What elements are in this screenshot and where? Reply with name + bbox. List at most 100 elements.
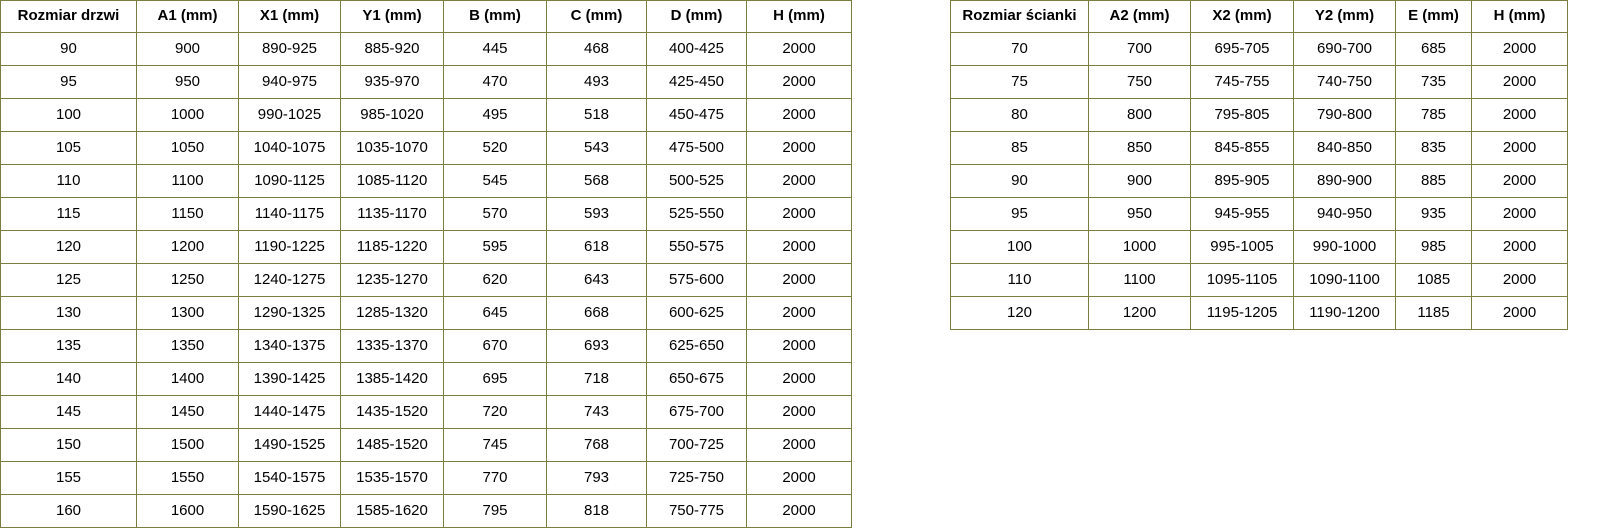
table-cell: 1290-1325 bbox=[238, 296, 341, 330]
table-cell: 2000 bbox=[746, 164, 852, 198]
table-row: 100 1000 995-1005 990-1000 985 2000 bbox=[950, 230, 1568, 264]
table-cell: 735 bbox=[1395, 65, 1472, 99]
table-cell: 2000 bbox=[1471, 164, 1568, 198]
table-cell: 985 bbox=[1395, 230, 1472, 264]
table-cell: 1350 bbox=[136, 329, 239, 363]
table-row: 125 1250 1240-1275 1235-1270 620 643 575-600 20… bbox=[0, 263, 852, 297]
table-cell: 645 bbox=[443, 296, 547, 330]
table-cell: 990-1000 bbox=[1293, 230, 1396, 264]
table-cell: 895-905 bbox=[1190, 164, 1294, 198]
table-cell: 2000 bbox=[746, 131, 852, 165]
table-cell: 2000 bbox=[1471, 65, 1568, 99]
column-header-1: A2 (mm) bbox=[1088, 0, 1191, 33]
column-header-0: Rozmiar drzwi bbox=[0, 0, 137, 33]
table-cell: 695-705 bbox=[1190, 32, 1294, 66]
table-cell: 493 bbox=[546, 65, 647, 99]
table-row: 75 750 745-755 740-750 735 2000 bbox=[950, 65, 1568, 99]
table-cell: 1085 bbox=[1395, 263, 1472, 297]
table-row: 90 900 890-925 885-920 445 468 400-425 2000 bbox=[0, 32, 852, 66]
table-cell: 543 bbox=[546, 131, 647, 165]
table-cell: 400-425 bbox=[646, 32, 747, 66]
table-cell: 675-700 bbox=[646, 395, 747, 429]
row-size-cell: 115 bbox=[0, 197, 137, 231]
table-cell: 2000 bbox=[746, 98, 852, 132]
table-cell: 1500 bbox=[136, 428, 239, 462]
table-cell: 1250 bbox=[136, 263, 239, 297]
table-cell: 1540-1575 bbox=[238, 461, 341, 495]
column-header-2: X1 (mm) bbox=[238, 0, 341, 33]
table-cell: 670 bbox=[443, 329, 547, 363]
table-cell: 1150 bbox=[136, 197, 239, 231]
table-cell: 850 bbox=[1088, 131, 1191, 165]
door-table-header: Rozmiar drzwi A1 (mm) X1 (mm) Y1 (mm) B (mm)… bbox=[0, 0, 852, 33]
table-cell: 1000 bbox=[136, 98, 239, 132]
table-row: 90 900 895-905 890-900 885 2000 bbox=[950, 164, 1568, 198]
row-size-cell: 160 bbox=[0, 494, 137, 528]
table-cell: 2000 bbox=[746, 329, 852, 363]
table-cell: 2000 bbox=[1471, 32, 1568, 66]
table-cell: 935-970 bbox=[340, 65, 444, 99]
table-cell: 495 bbox=[443, 98, 547, 132]
table-cell: 885 bbox=[1395, 164, 1472, 198]
table-cell: 520 bbox=[443, 131, 547, 165]
table-cell: 885-920 bbox=[340, 32, 444, 66]
table-cell: 718 bbox=[546, 362, 647, 396]
table-cell: 1190-1200 bbox=[1293, 296, 1396, 330]
wall-table-body: 70 700 695-705 690-700 685 2000 75 750 745-755 74… bbox=[950, 32, 1568, 330]
table-cell: 1400 bbox=[136, 362, 239, 396]
table-cell: 685 bbox=[1395, 32, 1472, 66]
column-header-0: Rozmiar ścianki bbox=[950, 0, 1089, 33]
table-cell: 545 bbox=[443, 164, 547, 198]
table-cell: 985-1020 bbox=[340, 98, 444, 132]
table-cell: 570 bbox=[443, 197, 547, 231]
table-cell: 940-950 bbox=[1293, 197, 1396, 231]
table-row: 120 1200 1190-1225 1185-1220 595 618 550-575 20… bbox=[0, 230, 852, 264]
table-row: 160 1600 1590-1625 1585-1620 795 818 750-775 20… bbox=[0, 494, 852, 528]
row-size-cell: 105 bbox=[0, 131, 137, 165]
row-size-cell: 75 bbox=[950, 65, 1089, 99]
column-header-6: D (mm) bbox=[646, 0, 747, 33]
table-cell: 575-600 bbox=[646, 263, 747, 297]
table-cell: 1100 bbox=[136, 164, 239, 198]
table-row: 155 1550 1540-1575 1535-1570 770 793 725-750 20… bbox=[0, 461, 852, 495]
table-cell: 1240-1275 bbox=[238, 263, 341, 297]
table-cell: 2000 bbox=[746, 32, 852, 66]
table-cell: 2000 bbox=[746, 461, 852, 495]
table-cell: 693 bbox=[546, 329, 647, 363]
table-cell: 2000 bbox=[746, 65, 852, 99]
table-cell: 745-755 bbox=[1190, 65, 1294, 99]
table-cell: 618 bbox=[546, 230, 647, 264]
table-cell: 950 bbox=[136, 65, 239, 99]
table-cell: 1090-1125 bbox=[238, 164, 341, 198]
column-header-5: H (mm) bbox=[1471, 0, 1568, 33]
table-cell: 2000 bbox=[746, 494, 852, 528]
table-row: 145 1450 1440-1475 1435-1520 720 743 675-700 20… bbox=[0, 395, 852, 429]
table-cell: 940-975 bbox=[238, 65, 341, 99]
column-header-1: A1 (mm) bbox=[136, 0, 239, 33]
table-cell: 700-725 bbox=[646, 428, 747, 462]
table-cell: 1200 bbox=[1088, 296, 1191, 330]
column-header-3: Y2 (mm) bbox=[1293, 0, 1396, 33]
table-cell: 695 bbox=[443, 362, 547, 396]
table-cell: 950 bbox=[1088, 197, 1191, 231]
table-cell: 700 bbox=[1088, 32, 1191, 66]
table-cell: 800 bbox=[1088, 98, 1191, 132]
table-cell: 2000 bbox=[746, 230, 852, 264]
table-cell: 625-650 bbox=[646, 329, 747, 363]
table-cell: 990-1025 bbox=[238, 98, 341, 132]
table-cell: 550-575 bbox=[646, 230, 747, 264]
table-cell: 1335-1370 bbox=[340, 329, 444, 363]
table-cell: 2000 bbox=[1471, 197, 1568, 231]
row-size-cell: 135 bbox=[0, 329, 137, 363]
wall-panel-size-specification-table: Rozmiar ścianki A2 (mm) X2 (mm) Y2 (mm) E (m… bbox=[950, 0, 1568, 330]
table-row: 130 1300 1290-1325 1285-1320 645 668 600-625 20… bbox=[0, 296, 852, 330]
table-cell: 593 bbox=[546, 197, 647, 231]
table-row: 95 950 940-975 935-970 470 493 425-450 2000 bbox=[0, 65, 852, 99]
row-size-cell: 125 bbox=[0, 263, 137, 297]
table-cell: 1190-1225 bbox=[238, 230, 341, 264]
table-cell: 450-475 bbox=[646, 98, 747, 132]
table-cell: 1185-1220 bbox=[340, 230, 444, 264]
row-size-cell: 80 bbox=[950, 98, 1089, 132]
table-cell: 2000 bbox=[746, 395, 852, 429]
